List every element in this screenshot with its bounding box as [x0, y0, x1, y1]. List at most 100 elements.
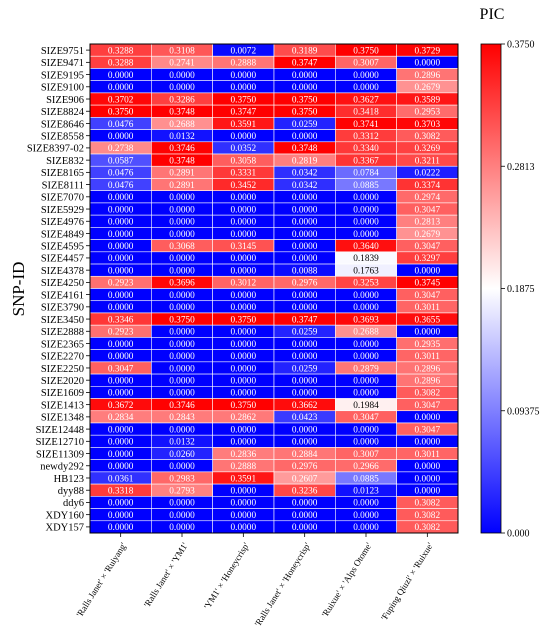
column-label: 'Ruixue' × 'Alps Otome': [320, 540, 374, 618]
cell-value-label: 0.0000: [415, 487, 441, 497]
row-label: SIZE4250: [41, 278, 84, 289]
cell-value-label: 0.0000: [292, 523, 318, 533]
cell-value-label: 0.3286: [169, 95, 195, 105]
cell-value-label: 0.0000: [231, 425, 257, 435]
cell-value-label: 0.0000: [108, 193, 134, 203]
cell-value-label: 0.1839: [353, 254, 379, 264]
cell-value-label: 0.3729: [415, 46, 441, 56]
cell-value-label: 0.0000: [169, 71, 195, 81]
colorbar-tick-label: 0.3750: [507, 40, 535, 51]
cell-value-label: 0.3627: [353, 95, 379, 105]
cell-value-label: 0.0000: [108, 352, 134, 362]
cell-value-label: 0.3745: [415, 279, 441, 289]
cell-value-label: 0.0260: [169, 450, 195, 460]
cell-value-label: 0.0000: [353, 291, 379, 301]
cell-value-label: 0.0000: [292, 340, 318, 350]
cell-value-label: 0.3288: [108, 46, 134, 56]
cell-value-label: 0.0123: [353, 487, 379, 497]
cell-value-label: 0.0000: [169, 376, 195, 386]
cell-value-label: 0.0000: [169, 205, 195, 215]
cell-value-label: 0.0259: [292, 120, 318, 130]
cell-value-label: 0.0342: [292, 181, 318, 191]
row-label: SIZE4457: [41, 254, 84, 265]
row-label: SIZE7070: [41, 193, 84, 204]
cell-value-label: 0.0000: [169, 193, 195, 203]
cell-value-label: 0.3047: [415, 205, 441, 215]
cell-value-label: 0.1984: [353, 401, 379, 411]
row-label: SIZE8397-02: [27, 144, 84, 155]
colorbar-tick-label: 0.1875: [507, 284, 535, 295]
cell-value-label: 0.0000: [108, 132, 134, 142]
cell-value-label: 0.0000: [353, 193, 379, 203]
cell-value-label: 0.2813: [415, 218, 441, 228]
row-label: SIZE9100: [41, 83, 84, 94]
colorbar-title: PIC: [480, 6, 505, 23]
cell-value-label: 0.3145: [231, 242, 257, 252]
cell-value-label: 0.0000: [108, 83, 134, 93]
cell-value-label: 0.0000: [353, 230, 379, 240]
cell-value-label: 0.3655: [415, 315, 441, 325]
cell-value-label: 0.3589: [415, 95, 441, 105]
row-label: SIZE832: [46, 156, 84, 167]
row-label: SIZE4378: [41, 266, 84, 277]
row-label: SIZE1413: [41, 400, 84, 411]
cell-value-label: 0.0000: [108, 291, 134, 301]
row-label: newdy292: [40, 462, 84, 473]
cell-value-label: 0.0000: [108, 462, 134, 472]
row-label: XDY160: [46, 510, 85, 521]
cell-value-label: 0.2891: [169, 181, 195, 191]
row-label: SIZE9751: [41, 46, 84, 57]
cell-value-label: 0.3672: [108, 401, 134, 411]
cell-value-label: 0.0000: [231, 328, 257, 338]
cell-value-label: 0.0000: [353, 438, 379, 448]
cell-value-label: 0.3747: [292, 59, 318, 69]
cell-value-label: 0.0000: [231, 83, 257, 93]
cell-value-label: 0.3591: [231, 120, 257, 130]
cell-value-label: 0.0000: [353, 83, 379, 93]
cell-value-label: 0.0000: [353, 218, 379, 228]
row-label: SIZE9195: [41, 70, 84, 81]
cell-value-label: 0.2891: [169, 169, 195, 179]
column-label: 'Fuping Qiuzi' × 'Ruixue': [379, 540, 435, 622]
cell-value-label: 0.0000: [169, 328, 195, 338]
cell-value-label: 0.0000: [169, 462, 195, 472]
cell-value-label: 0.0000: [231, 523, 257, 533]
cell-value-label: 0.0352: [231, 144, 257, 154]
cell-value-label: 0.0000: [231, 376, 257, 386]
column-label: 'Ralls Janet' × 'YM1': [142, 540, 190, 609]
cell-value-label: 0.3747: [292, 315, 318, 325]
cell-value-label: 0.2935: [415, 340, 441, 350]
cell-value-label: 0.0000: [108, 218, 134, 228]
cell-value-label: 0.2741: [169, 59, 195, 69]
cell-value-label: 0.3746: [169, 401, 195, 411]
cell-value-label: 0.2888: [231, 59, 257, 69]
cell-value-label: 0.0000: [353, 376, 379, 386]
cell-value-label: 0.0000: [108, 303, 134, 313]
cell-value-label: 0.2896: [415, 71, 441, 81]
cell-value-label: 0.0000: [169, 230, 195, 240]
colorbar-tick-label: 0.000: [507, 529, 530, 540]
cell-value-label: 0.3297: [415, 254, 441, 264]
row-label: SIZE2250: [41, 364, 84, 375]
cell-value-label: 0.2862: [231, 413, 257, 423]
row-label: SIZE8558: [41, 131, 84, 142]
cell-value-label: 0.2819: [292, 156, 318, 166]
row-label: SIZE2020: [41, 376, 84, 387]
row-label: SIZE9471: [41, 58, 84, 69]
cell-value-label: 0.0000: [108, 389, 134, 399]
cell-value-label: 0.0000: [169, 218, 195, 228]
cell-value-label: 0.3452: [231, 181, 257, 191]
cell-value-label: 0.3750: [353, 46, 379, 56]
cell-value-label: 0.2974: [415, 193, 441, 203]
heatmap-cells: 0.3288 0.3108 0.0072 0.3189 0.3750 0.3729 0.32…: [89, 43, 459, 534]
cell-value-label: 0.3082: [415, 132, 441, 142]
cell-value-label: 0.3750: [231, 401, 257, 411]
cell-value-label: 0.3108: [169, 46, 195, 56]
cell-value-label: 0.0000: [231, 499, 257, 509]
cell-value-label: 0.3189: [292, 46, 318, 56]
cell-value-label: 0.2836: [231, 450, 257, 460]
cell-value-label: 0.0259: [292, 364, 318, 374]
cell-value-label: 0.0000: [415, 413, 441, 423]
cell-value-label: 0.0000: [292, 193, 318, 203]
